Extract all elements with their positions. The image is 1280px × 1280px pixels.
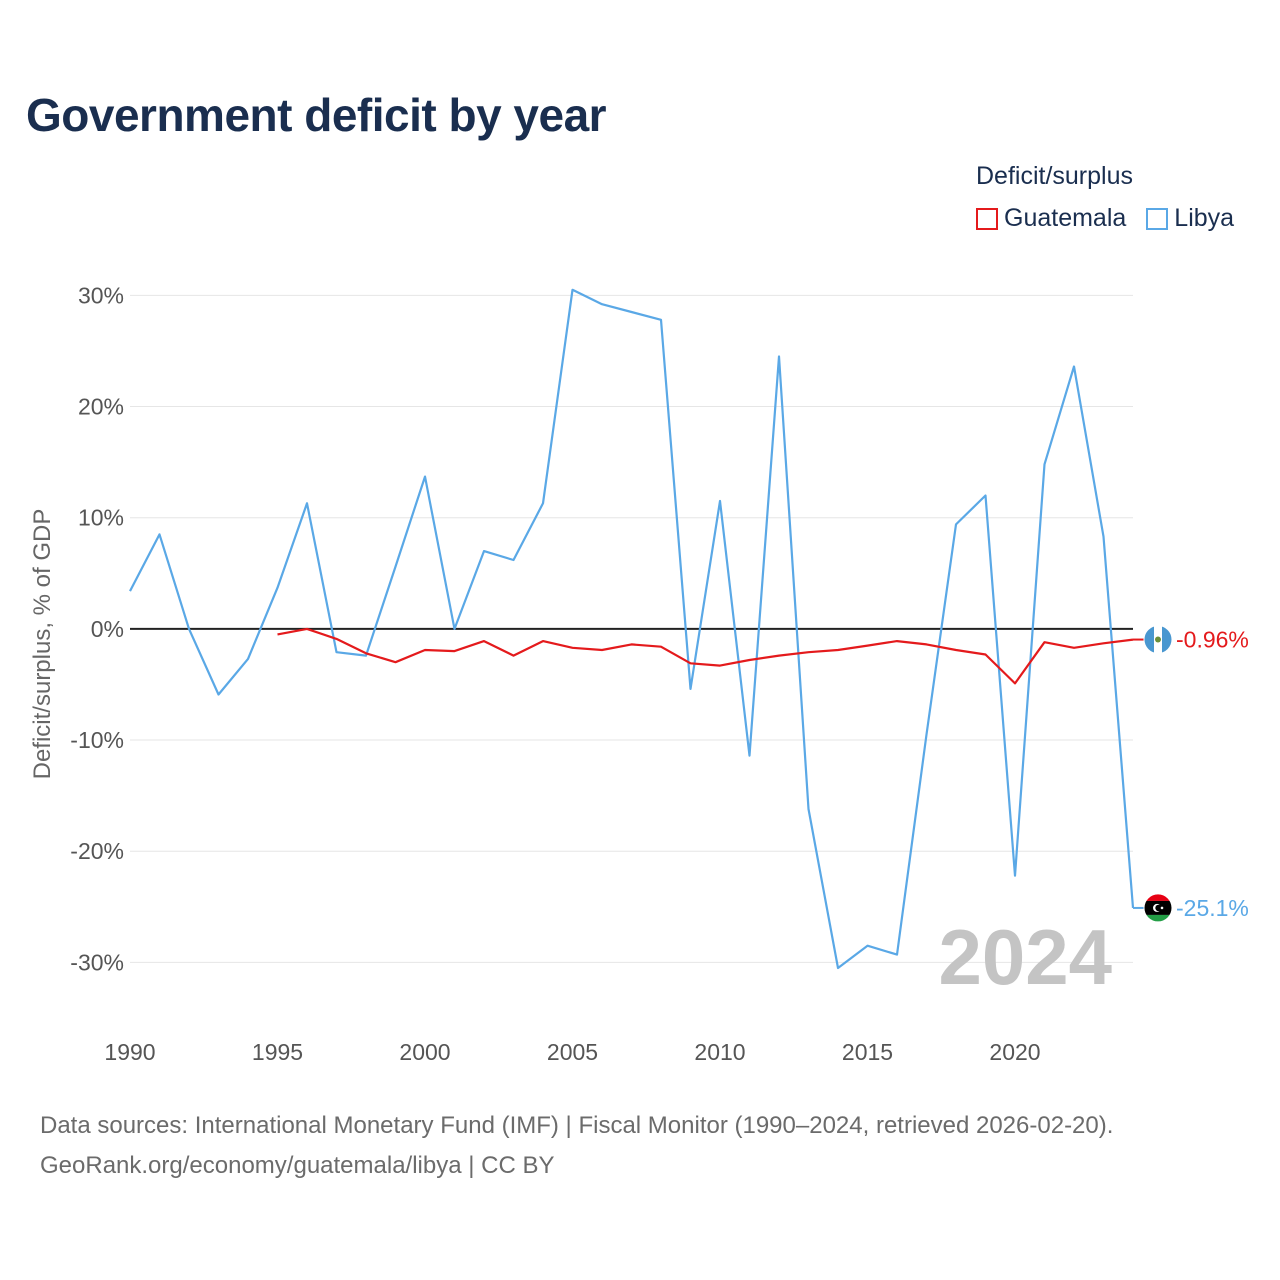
y-tick-label: -20%: [70, 838, 124, 864]
y-tick-label: -30%: [70, 949, 124, 975]
gridlines: [130, 294, 1133, 963]
legend-title: Deficit/surplus: [976, 162, 1133, 190]
footer-sources: Data sources: International Monetary Fun…: [40, 1112, 1114, 1139]
libya-flag-icon: [1143, 893, 1173, 923]
legend-item-libya[interactable]: Libya: [1146, 204, 1234, 233]
y-tick-label: -10%: [70, 727, 124, 753]
year-watermark: 2024: [938, 913, 1112, 1001]
line-chart: 30% 20% 10% 0% -10% -20% -30% 1990 1995 2000 2005…: [29, 282, 1249, 1065]
end-label-guatemala: -0.96%: [1176, 627, 1249, 653]
x-tick-label: 2015: [842, 1039, 893, 1065]
legend-label-guatemala: Guatemala: [1004, 204, 1127, 232]
x-tick-label: 2000: [399, 1039, 450, 1065]
legend-item-guatemala[interactable]: Guatemala: [976, 204, 1126, 233]
legend-label-libya: Libya: [1174, 204, 1235, 232]
x-tick-label: 2010: [694, 1039, 745, 1065]
footer: Data sources: International Monetary Fun…: [40, 1106, 1113, 1186]
end-markers: -0.96% -25.1%: [1133, 625, 1249, 923]
series-lines: [129, 288, 1135, 970]
y-tick-label: 0%: [91, 616, 124, 642]
guatemala-flag-icon: [1143, 625, 1173, 655]
x-axis-ticks: 1990 1995 2000 2005 2010 2015 2020: [104, 1039, 1040, 1065]
legend: Guatemala Libya: [976, 204, 1254, 233]
series-line-libya: [129, 288, 1135, 970]
series-line-guatemala: [277, 627, 1134, 685]
chart-title: Government deficit by year: [26, 89, 607, 141]
x-tick-label: 1990: [104, 1039, 155, 1065]
y-tick-label: 10%: [78, 505, 124, 531]
y-tick-label: 20%: [78, 394, 124, 420]
end-label-libya: -25.1%: [1176, 895, 1249, 921]
y-axis-ticks: 30% 20% 10% 0% -10% -20% -30%: [70, 282, 124, 975]
x-tick-label: 2020: [989, 1039, 1040, 1065]
legend-swatch-guatemala: [976, 207, 998, 230]
legend-swatch-libya: [1146, 207, 1169, 230]
footer-link[interactable]: GeoRank.org/economy/guatemala/libya | CC…: [40, 1152, 555, 1179]
x-tick-label: 2005: [547, 1039, 598, 1065]
x-tick-label: 1995: [252, 1039, 303, 1065]
y-axis-title: Deficit/surplus, % of GDP: [29, 509, 56, 780]
y-tick-label: 30%: [78, 282, 124, 308]
